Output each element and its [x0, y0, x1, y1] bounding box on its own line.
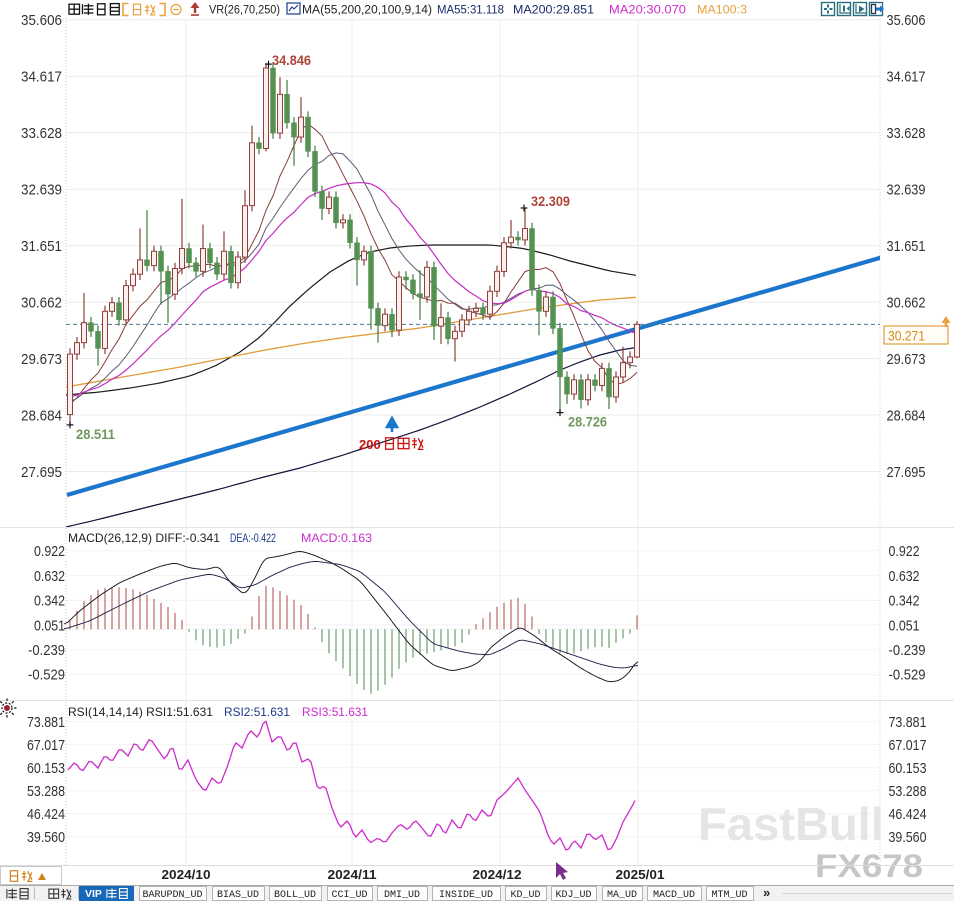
svg-text:BOLL_UD: BOLL_UD [274, 890, 316, 901]
svg-text:KD_UD: KD_UD [510, 890, 540, 901]
svg-text:0.922: 0.922 [34, 543, 65, 560]
svg-text:28.726: 28.726 [568, 415, 607, 430]
svg-text:BARUPDN_UD: BARUPDN_UD [142, 890, 202, 901]
svg-text:46.424: 46.424 [27, 806, 65, 823]
svg-text:67.017: 67.017 [889, 737, 927, 754]
svg-text:MA200:29.851: MA200:29.851 [513, 5, 594, 17]
svg-text:MA55:31.118: MA55:31.118 [437, 5, 504, 17]
svg-text:DEA:-0.422: DEA:-0.422 [230, 531, 276, 545]
svg-text:VIP: VIP [85, 888, 102, 900]
svg-text:73.881: 73.881 [889, 714, 927, 731]
svg-text:34.617: 34.617 [21, 68, 62, 85]
svg-text:VR(26,70,250): VR(26,70,250) [209, 5, 280, 17]
svg-text:-0.239: -0.239 [889, 642, 926, 659]
svg-text:60.153: 60.153 [889, 760, 927, 777]
svg-text:MA20:30.070: MA20:30.070 [609, 5, 686, 17]
svg-text:30.662: 30.662 [887, 294, 926, 311]
svg-text:28.684: 28.684 [21, 407, 62, 424]
svg-text:RSI3:51.631: RSI3:51.631 [302, 705, 368, 719]
svg-text:28.511: 28.511 [76, 427, 115, 442]
svg-text:MA100:3: MA100:3 [697, 5, 747, 17]
svg-text:67.017: 67.017 [27, 737, 65, 754]
svg-text:»: » [763, 885, 770, 900]
svg-text:CCI_UD: CCI_UD [331, 890, 367, 901]
svg-text:32.639: 32.639 [887, 181, 926, 198]
svg-text:30.662: 30.662 [21, 294, 62, 311]
svg-text:35.606: 35.606 [21, 12, 62, 29]
svg-text:BIAS_UD: BIAS_UD [217, 890, 259, 901]
svg-text:32.639: 32.639 [21, 181, 62, 198]
svg-text:30.271: 30.271 [888, 328, 925, 344]
svg-text:-0.529: -0.529 [889, 667, 926, 684]
svg-text:33.628: 33.628 [21, 125, 62, 142]
svg-text:27.695: 27.695 [21, 464, 62, 481]
svg-text:2024/11: 2024/11 [328, 868, 377, 882]
svg-text:MACD_UD: MACD_UD [653, 890, 695, 901]
svg-text:2024/10: 2024/10 [162, 868, 211, 882]
svg-text:73.881: 73.881 [27, 714, 65, 731]
svg-text:2024/12: 2024/12 [473, 868, 522, 882]
svg-text:39.560: 39.560 [889, 829, 927, 846]
svg-text:0.342: 0.342 [34, 592, 65, 609]
svg-text:34.617: 34.617 [887, 68, 926, 85]
svg-text:MACD:0.163: MACD:0.163 [301, 531, 372, 545]
svg-text:FastBull: FastBull [698, 798, 884, 850]
svg-text:28.684: 28.684 [887, 407, 926, 424]
svg-text:46.424: 46.424 [889, 806, 927, 823]
svg-text:29.673: 29.673 [887, 351, 926, 368]
svg-text:MTM_UD: MTM_UD [711, 890, 747, 901]
svg-text:MA_UD: MA_UD [607, 890, 637, 901]
svg-text:DMI_UD: DMI_UD [384, 890, 420, 901]
svg-text:31.651: 31.651 [887, 238, 926, 255]
svg-text:0.342: 0.342 [889, 592, 920, 609]
svg-text:0.632: 0.632 [889, 568, 920, 585]
svg-text:RSI(14,14,14) RSI1:51.631: RSI(14,14,14) RSI1:51.631 [68, 705, 213, 719]
svg-text:-0.239: -0.239 [28, 642, 65, 659]
svg-text:0.051: 0.051 [889, 617, 920, 634]
svg-text:29.673: 29.673 [21, 351, 62, 368]
svg-text:31.651: 31.651 [21, 238, 62, 255]
svg-text:60.153: 60.153 [27, 760, 65, 777]
svg-text:200: 200 [359, 437, 381, 452]
svg-text:0.632: 0.632 [34, 568, 65, 585]
svg-text:33.628: 33.628 [887, 125, 926, 142]
svg-text:KDJ_UD: KDJ_UD [555, 890, 591, 901]
svg-text:MA(55,200,20,100,9,14): MA(55,200,20,100,9,14) [302, 5, 432, 17]
svg-text:MACD(26,12,9) DIFF:-0.341: MACD(26,12,9) DIFF:-0.341 [68, 531, 220, 545]
svg-text:34.846: 34.846 [272, 53, 311, 68]
svg-text:53.288: 53.288 [889, 783, 927, 800]
svg-text:RSI2:51.631: RSI2:51.631 [224, 705, 290, 719]
svg-text:0.051: 0.051 [34, 617, 65, 634]
svg-text:39.560: 39.560 [27, 829, 65, 846]
svg-text:0.922: 0.922 [889, 543, 920, 560]
svg-text:27.695: 27.695 [887, 464, 926, 481]
svg-text:INSIDE_UD: INSIDE_UD [439, 890, 493, 901]
svg-text:2025/01: 2025/01 [616, 868, 665, 882]
svg-text:32.309: 32.309 [531, 194, 570, 209]
svg-text:-0.529: -0.529 [28, 667, 65, 684]
svg-text:35.606: 35.606 [887, 12, 926, 29]
svg-text:53.288: 53.288 [27, 783, 65, 800]
